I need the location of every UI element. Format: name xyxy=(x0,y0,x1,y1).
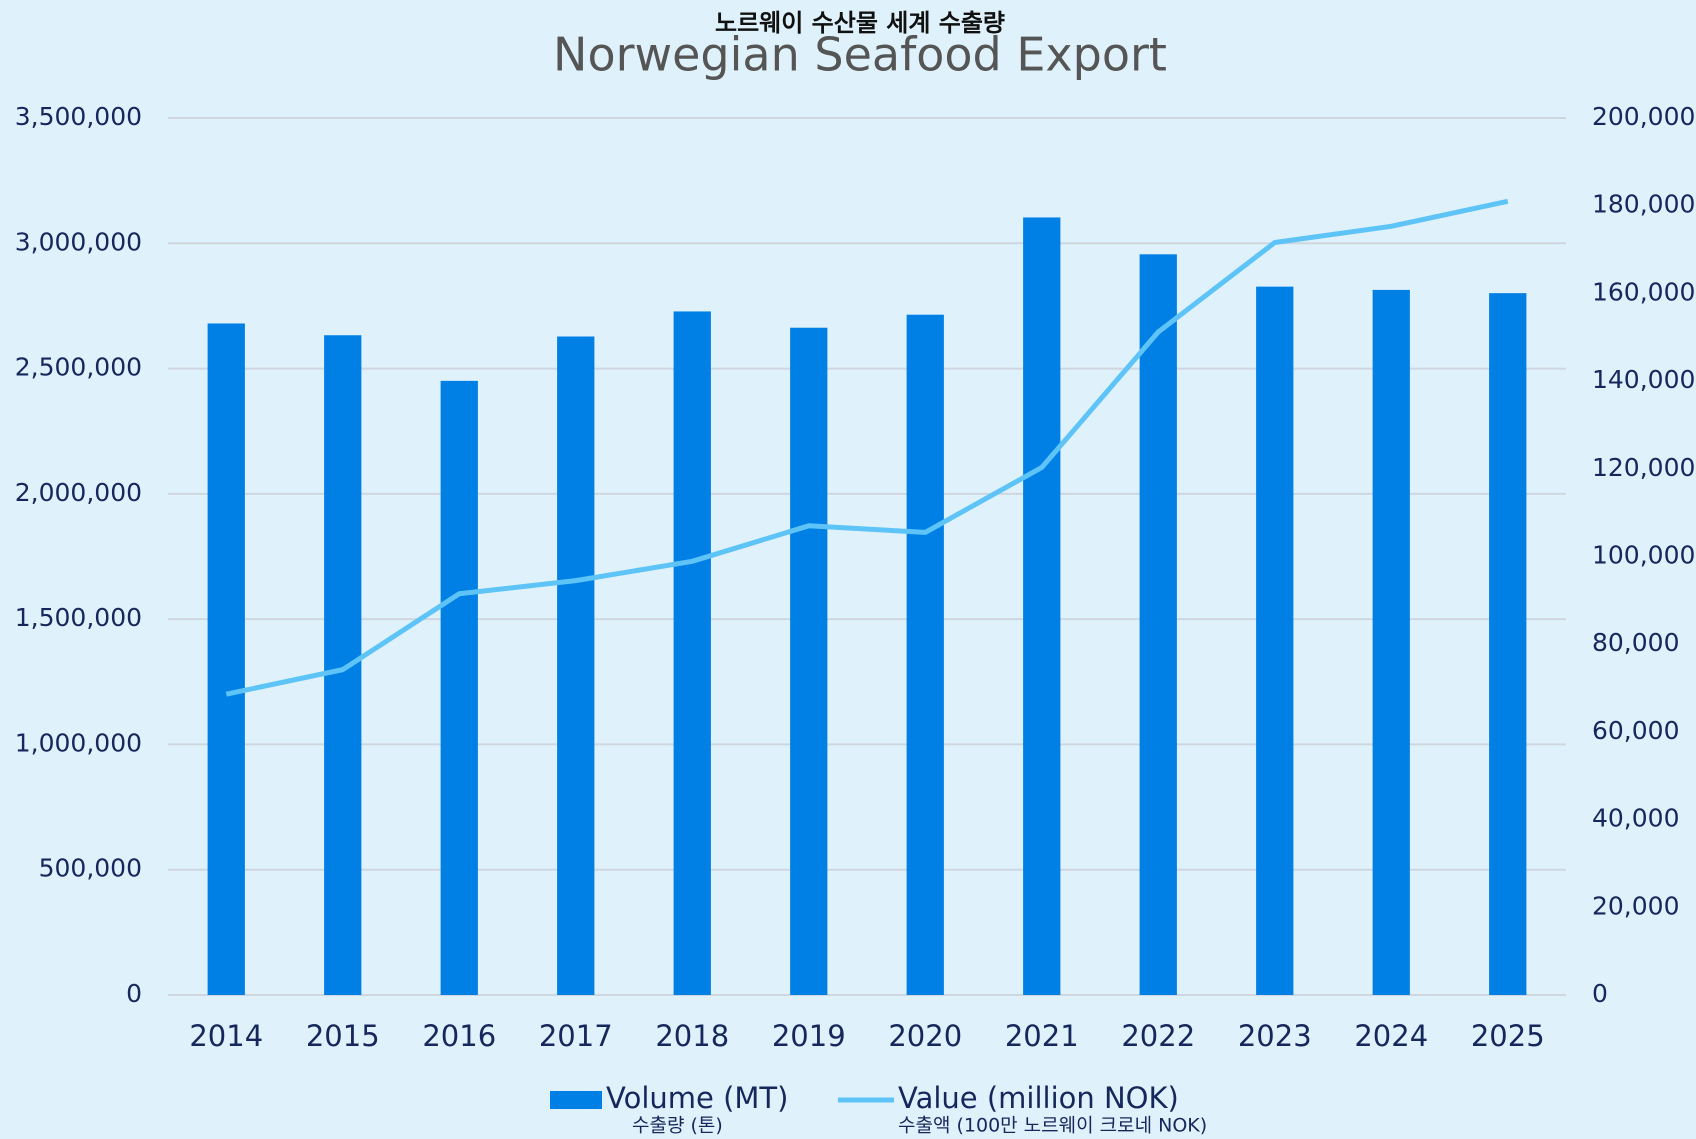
y2-tick-label: 180,000 xyxy=(1592,190,1695,219)
legend-label: Volume (MT) xyxy=(606,1081,788,1115)
y2-tick-label: 60,000 xyxy=(1592,716,1679,745)
chart-subtitle: 노르웨이 수산물 세계 수출량 xyxy=(715,9,1005,37)
y2-tick-label: 120,000 xyxy=(1592,453,1695,482)
y2-tick-label: 80,000 xyxy=(1592,628,1679,657)
x-tick-label: 2022 xyxy=(1121,1019,1195,1053)
x-tick-label: 2023 xyxy=(1238,1019,1312,1053)
y2-tick-label: 20,000 xyxy=(1592,891,1679,920)
y-tick-label: 2,000,000 xyxy=(15,478,142,507)
bar xyxy=(1489,293,1527,995)
x-tick-label: 2021 xyxy=(1005,1019,1079,1053)
bar xyxy=(557,336,595,995)
legend-sublabel: 수출량 (톤) xyxy=(632,1115,723,1137)
bar xyxy=(790,327,828,995)
bar xyxy=(207,323,245,995)
x-tick-label: 2020 xyxy=(888,1019,962,1053)
y2-tick-label: 40,000 xyxy=(1592,804,1679,833)
y2-tick-label: 0 xyxy=(1592,979,1608,1008)
bar xyxy=(1372,289,1410,996)
bar xyxy=(1139,254,1177,995)
line xyxy=(225,198,1509,697)
x-tick-label: 2017 xyxy=(539,1019,613,1053)
bar xyxy=(324,335,362,995)
x-tick-label: 2015 xyxy=(306,1019,380,1053)
y-tick-label: 3,500,000 xyxy=(15,102,142,131)
bar xyxy=(1023,217,1061,995)
y-tick-label: 0 xyxy=(126,979,142,1008)
x-tick-label: 2016 xyxy=(422,1019,496,1053)
y2-tick-label: 100,000 xyxy=(1592,541,1695,570)
bar xyxy=(906,314,944,995)
y-tick-label: 1,500,000 xyxy=(15,603,142,632)
y2-tick-label: 160,000 xyxy=(1592,277,1695,306)
chart-title: Norwegian Seafood Export xyxy=(553,28,1167,82)
legend-swatch xyxy=(550,1091,602,1109)
y-tick-label: 500,000 xyxy=(39,854,142,883)
x-tick-label: 2018 xyxy=(655,1019,729,1053)
bar xyxy=(440,380,478,995)
y-tick-label: 1,000,000 xyxy=(15,728,142,757)
legend-sublabel: 수출액 (100만 노르웨이 크로네 NOK) xyxy=(898,1115,1207,1137)
x-tick-label: 2024 xyxy=(1354,1019,1428,1053)
x-tick-label: 2014 xyxy=(189,1019,263,1053)
x-tick-label: 2019 xyxy=(772,1019,846,1053)
y2-tick-label: 200,000 xyxy=(1592,102,1695,131)
y2-tick-label: 140,000 xyxy=(1592,365,1695,394)
legend-label: Value (million NOK) xyxy=(898,1081,1179,1115)
x-tick-label: 2025 xyxy=(1471,1019,1545,1053)
y-tick-label: 3,000,000 xyxy=(15,227,142,256)
bar xyxy=(673,311,711,995)
bar xyxy=(1256,286,1294,995)
y-tick-label: 2,500,000 xyxy=(15,353,142,382)
